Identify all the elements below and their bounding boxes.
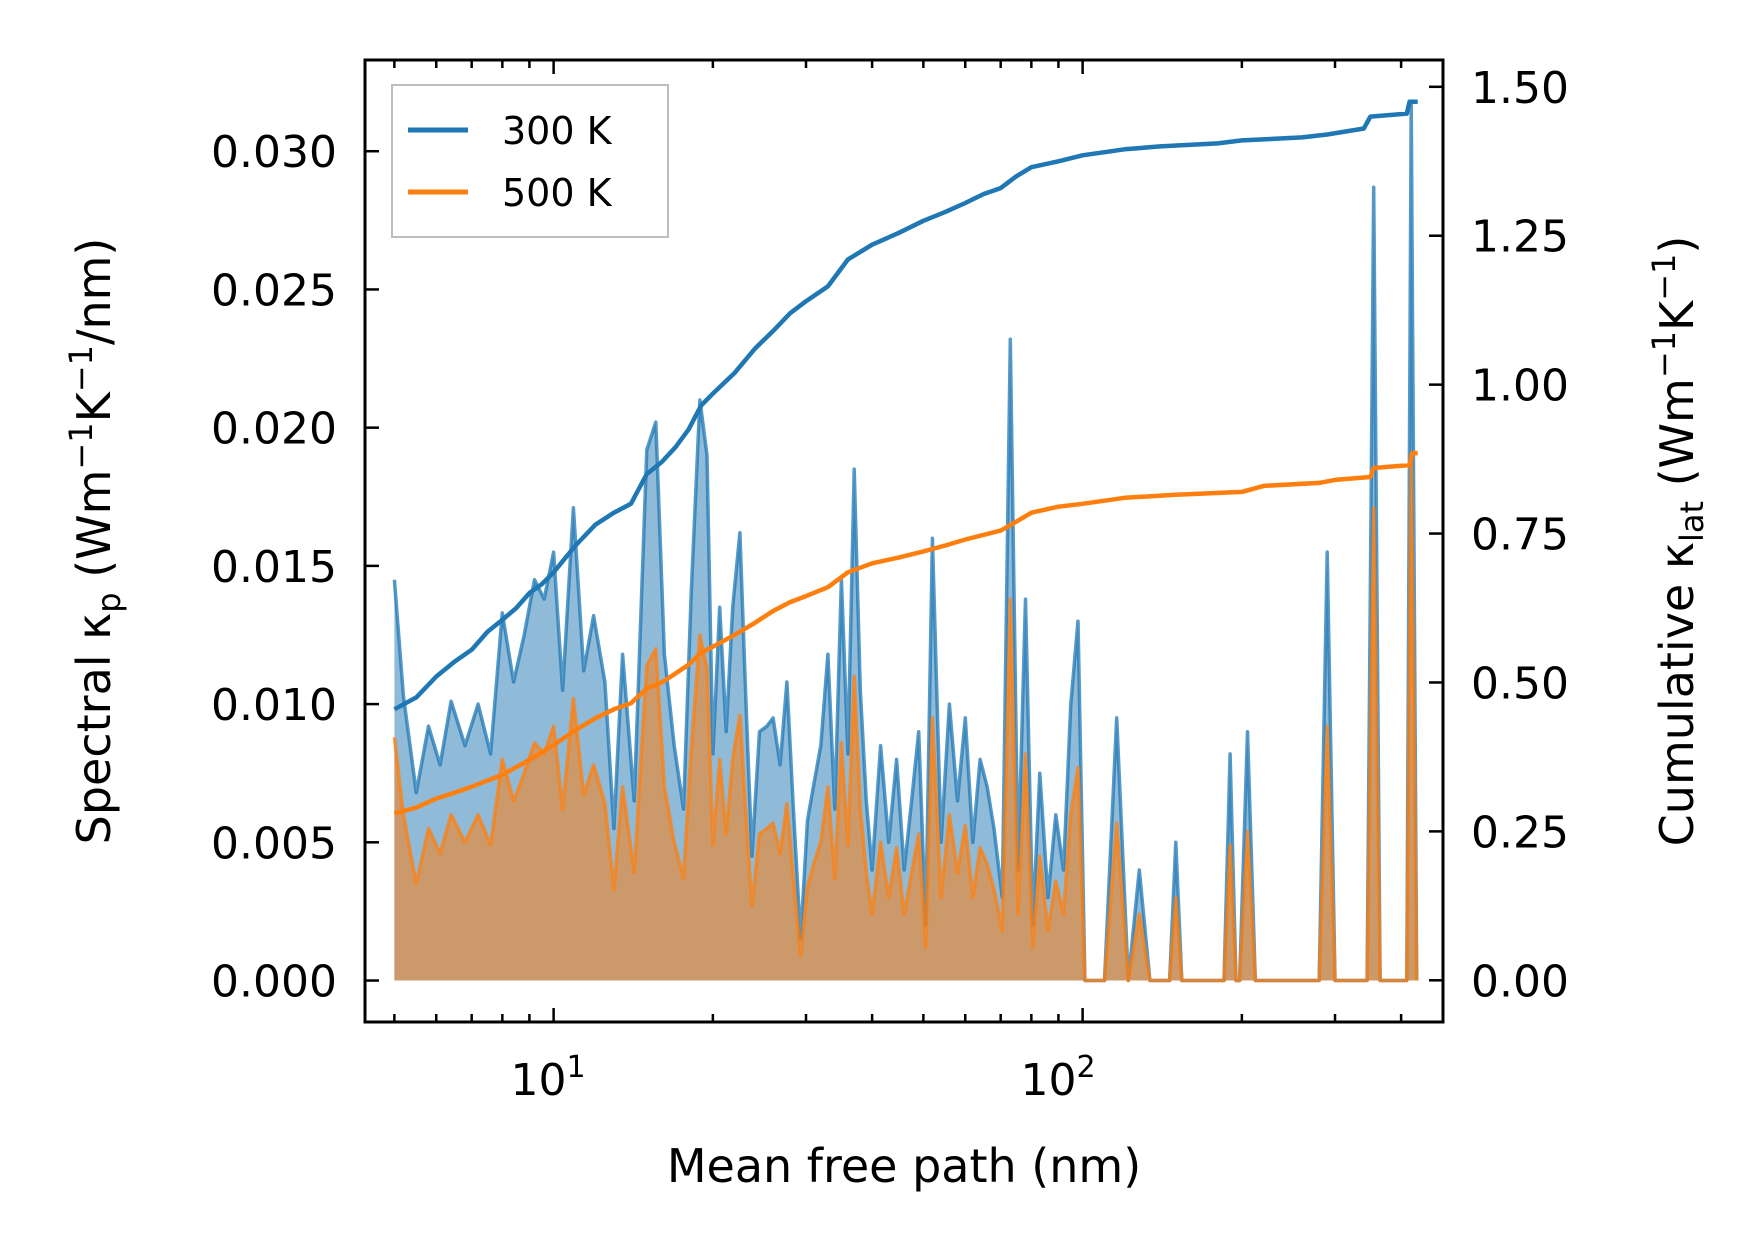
legend-box — [391, 84, 669, 238]
right-tick-label-5: 1.25 — [1471, 212, 1569, 263]
spectral-line-500k — [392, 453, 1419, 983]
cumulative-line-500k — [393, 450, 1418, 816]
left-axis-label: Spectral κp (Wm−1K−1/nm) — [62, 238, 128, 845]
right-tick-label-4: 1.00 — [1471, 361, 1569, 412]
right-tick-label-6: 1.50 — [1471, 63, 1569, 114]
legend-label-300k: 300 K — [502, 109, 613, 153]
right-axis-label: Cumulative κlat (Wm−1K−1) — [1645, 236, 1711, 847]
cumulative-line-300k — [393, 99, 1418, 712]
cumulative-lines — [393, 99, 1418, 816]
left-tick-label-0: 0.000 — [211, 957, 337, 1008]
plot-frame — [363, 58, 1445, 1024]
legend-label-500k: 500 K — [502, 171, 613, 215]
left-tick-label-1: 0.005 — [211, 818, 337, 869]
left-tick-label-2: 0.010 — [211, 680, 337, 731]
right-tick-label-3: 0.75 — [1471, 510, 1569, 561]
left-tick-label-5: 0.025 — [211, 265, 337, 316]
axis-ticks: 0.000 0.005 0.010 0.015 0.020 0.025 0.030 0.00 0… — [211, 60, 1569, 1022]
legend: 300 K 500 K — [391, 84, 669, 238]
x-tick-label-10: 101 — [510, 1050, 585, 1106]
left-tick-label-6: 0.030 — [211, 127, 337, 178]
x-axis-label: Mean free path (nm) — [667, 1139, 1141, 1193]
left-tick-label-4: 0.020 — [211, 404, 337, 455]
spectral-areas — [392, 99, 1419, 983]
right-tick-label-0: 0.00 — [1471, 956, 1569, 1007]
spectral-area-500k — [394, 455, 1417, 981]
right-tick-label-2: 0.50 — [1471, 658, 1569, 709]
left-tick-label-3: 0.015 — [211, 542, 337, 593]
x-tick-label-100: 102 — [1020, 1050, 1095, 1106]
right-tick-label-1: 0.25 — [1471, 807, 1569, 858]
